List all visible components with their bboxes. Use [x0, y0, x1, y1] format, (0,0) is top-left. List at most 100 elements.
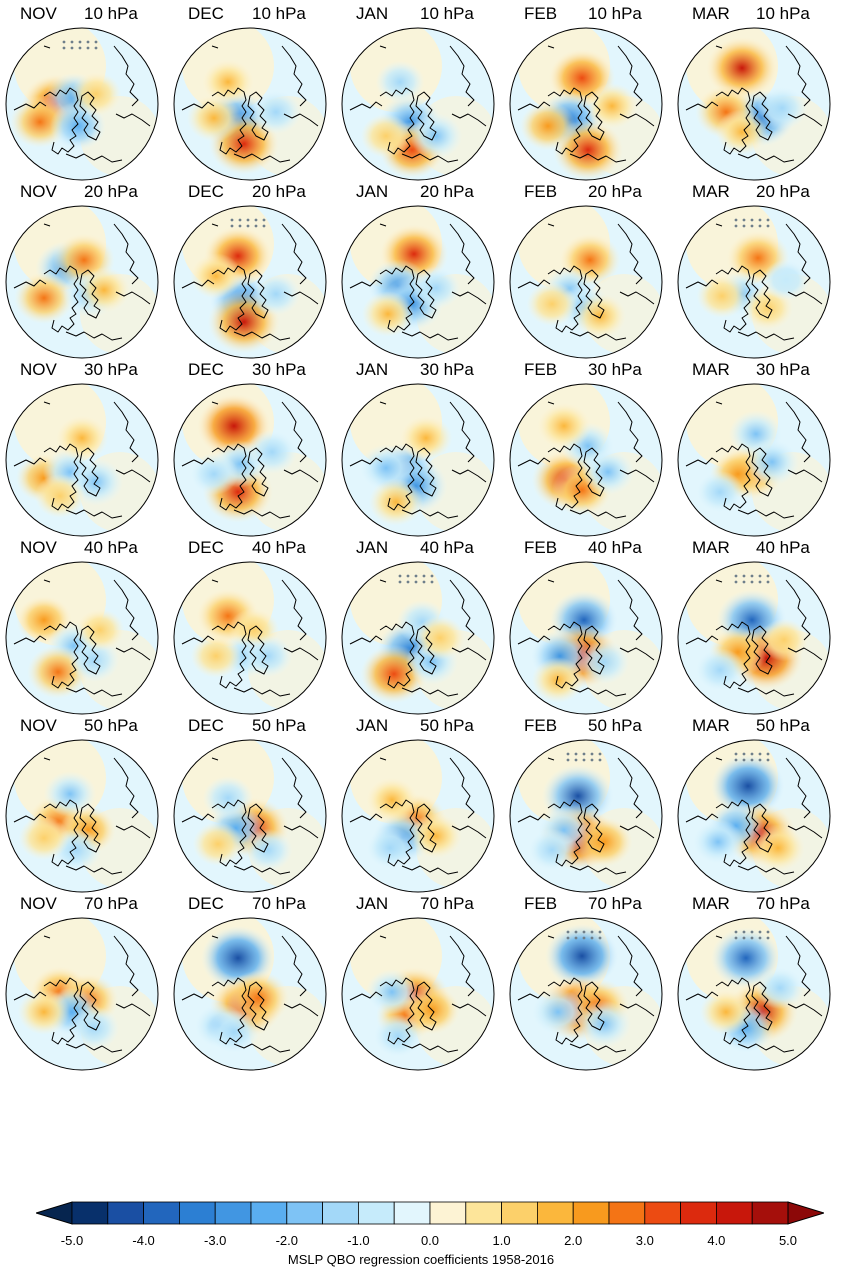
panel-month: MAR	[692, 182, 730, 201]
colorbar-bin	[71, 1201, 109, 1225]
panel-level: 30 hPa	[756, 360, 810, 379]
anomaly-contour	[361, 291, 415, 337]
colorbar-bin	[536, 1201, 574, 1225]
coastline	[737, 331, 795, 341]
coastline	[785, 223, 811, 285]
coastline	[547, 977, 583, 1045]
panel-level: 50 hPa	[588, 716, 642, 735]
map-boundary	[173, 27, 327, 181]
map-panel: FEB 70 hPa	[504, 892, 672, 1071]
significance-dot	[566, 930, 570, 934]
map-panel: MAR 10 hPa	[672, 2, 840, 181]
coastline	[211, 977, 247, 1045]
anomaly-contour	[696, 274, 748, 318]
coastline	[113, 223, 139, 285]
anomaly-contour	[409, 813, 463, 859]
panel-month: MAR	[692, 716, 730, 735]
coastline	[449, 45, 475, 107]
significance-dot	[742, 580, 746, 584]
significance-dot	[734, 580, 738, 584]
coastline	[617, 223, 643, 285]
significance-dot	[742, 758, 746, 762]
anomaly-contour	[365, 777, 419, 823]
coastline	[43, 799, 79, 867]
colorbar	[36, 1201, 824, 1225]
anomaly-contour	[536, 402, 592, 450]
map-panel: JAN 50 hPa	[336, 714, 504, 893]
polar-map	[509, 205, 663, 359]
anomaly-contour	[17, 989, 71, 1035]
coastline	[785, 401, 811, 463]
coastline	[787, 1003, 823, 1017]
significance-dot	[574, 930, 578, 934]
panel-title: DEC 70 hPa	[168, 892, 336, 914]
panel-month: DEC	[188, 360, 224, 379]
coastline	[211, 443, 247, 511]
map-panel: JAN 30 hPa	[336, 358, 504, 537]
polar-map	[5, 917, 159, 1071]
coastline	[517, 101, 551, 111]
map-panel: NOV 70 hPa	[0, 892, 168, 1071]
coastline	[65, 331, 123, 341]
panel-level: 20 hPa	[756, 182, 810, 201]
coastline	[247, 91, 269, 141]
polar-map	[341, 561, 495, 715]
significance-dot	[766, 752, 770, 756]
map-boundary	[677, 383, 831, 537]
coastline	[379, 87, 415, 155]
coastline	[415, 447, 437, 497]
polar-map	[509, 739, 663, 893]
colorbar-over-arrow	[787, 1201, 824, 1225]
panel-month: DEC	[188, 716, 224, 735]
coastline	[715, 223, 723, 227]
significance-dot	[766, 758, 770, 762]
map-panel: MAR 20 hPa	[672, 180, 840, 359]
polar-map	[509, 917, 663, 1071]
coastline	[547, 223, 555, 227]
colorbar-tick-label: -2.0	[275, 1233, 298, 1248]
coastline	[569, 1043, 627, 1053]
panel-title: JAN 70 hPa	[336, 892, 504, 914]
anomaly-contour	[530, 988, 586, 1036]
coastline	[65, 153, 123, 163]
map-boundary	[509, 383, 663, 537]
coastline	[619, 113, 655, 127]
coastline	[619, 647, 655, 661]
coastline	[113, 579, 139, 641]
significance-dot	[86, 46, 90, 50]
map-panel: NOV 30 hPa	[0, 358, 168, 537]
colorbar-bin	[716, 1201, 753, 1225]
colorbar-tick-label: -5.0	[60, 1233, 84, 1248]
anomaly-contour	[14, 272, 74, 324]
significance-dot	[590, 758, 594, 762]
polar-map	[173, 27, 327, 181]
polar-map	[677, 205, 831, 359]
anomaly-contour	[202, 776, 254, 820]
panel-title: MAR 10 hPa	[672, 2, 840, 24]
coastline	[415, 625, 437, 675]
anomaly-contour	[243, 634, 293, 678]
panel-month: JAN	[356, 538, 389, 557]
panel-month: MAR	[692, 538, 730, 557]
coastline	[113, 757, 139, 819]
coastline	[715, 45, 723, 49]
coastline	[13, 991, 47, 1001]
coastline	[281, 757, 307, 819]
map-boundary	[5, 561, 159, 715]
coastline	[785, 579, 811, 641]
map-boundary	[677, 917, 831, 1071]
coastline	[583, 269, 605, 319]
coastline	[547, 935, 555, 939]
coastline	[451, 113, 487, 127]
significance-dot	[742, 574, 746, 578]
significance-dot	[598, 752, 602, 756]
panel-title: DEC 10 hPa	[168, 2, 336, 24]
map-boundary	[509, 561, 663, 715]
map-panel: DEC 10 hPa	[168, 2, 336, 181]
panel-month: JAN	[356, 4, 389, 23]
colorbar-bin	[357, 1201, 395, 1225]
anomaly-contour	[575, 816, 633, 868]
panel-level: 10 hPa	[84, 4, 138, 23]
panel-title: JAN 30 hPa	[336, 358, 504, 380]
coastline	[115, 113, 151, 127]
